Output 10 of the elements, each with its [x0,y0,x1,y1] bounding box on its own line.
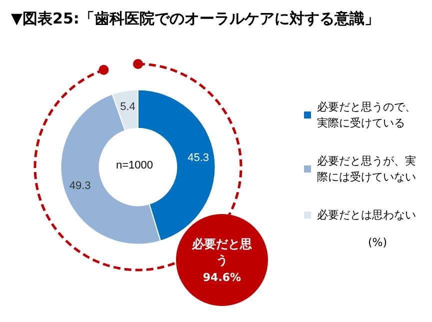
data-label: 49.3 [69,180,91,192]
legend-label: 必要だと思うが、実際には受けていない [317,154,416,184]
chart-title: ▼図表25:「歯科医院でのオーラルケアに対する意識」 [11,10,380,28]
legend-label: 必要だと思うので、実際に受けている [317,100,416,130]
text: (%) [368,236,388,249]
data-label: 5.4 [120,100,136,113]
text: n=1000 [116,160,154,172]
legend-label: 必要だとは思わない [317,208,416,222]
data-label: 45.3 [188,152,210,164]
callout-circle: 必要だと思う 94.6% [176,214,268,306]
